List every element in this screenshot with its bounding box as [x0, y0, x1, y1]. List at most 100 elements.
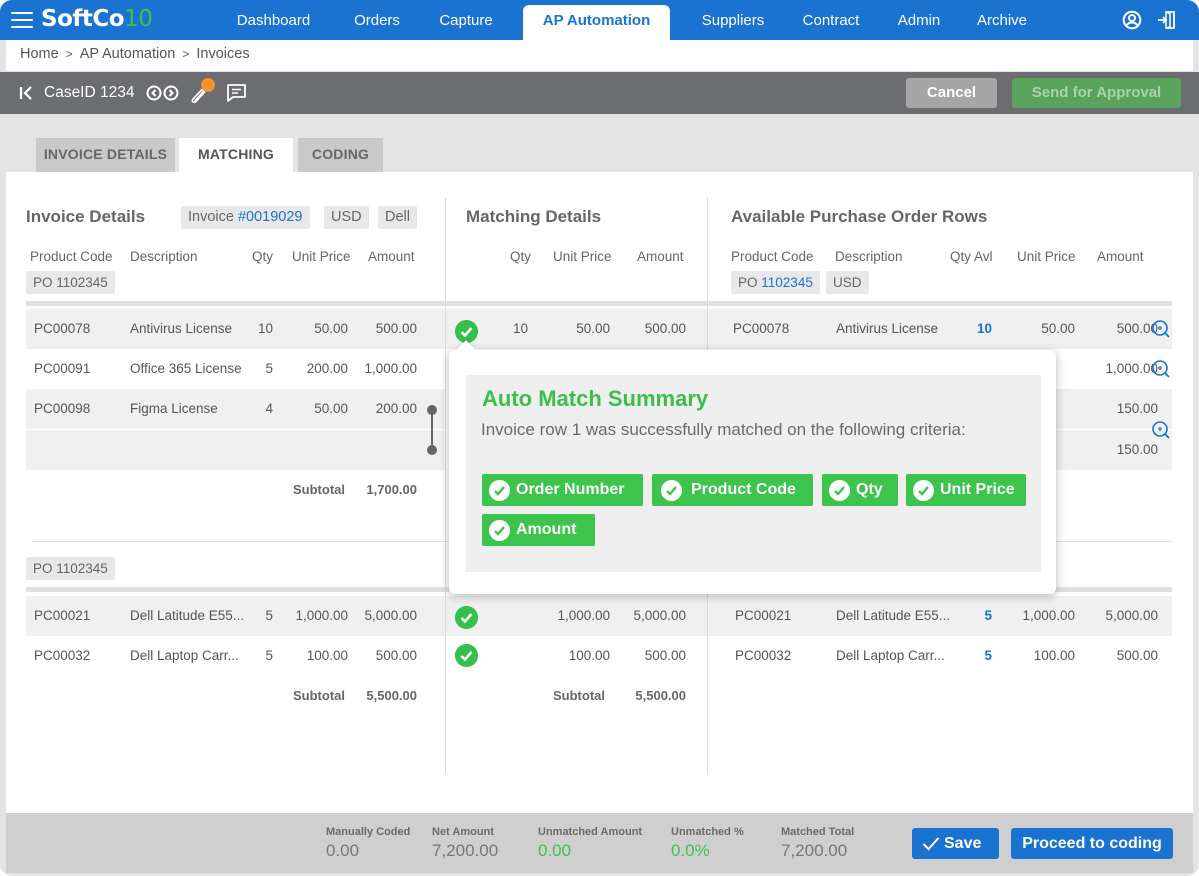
cell-amount: 150.00 — [1116, 442, 1158, 457]
zoom-in-icon[interactable] — [1151, 319, 1171, 339]
criteria-badge-order-number: Order Number — [482, 474, 643, 506]
cell-description: Antivirus License — [836, 321, 939, 336]
nav-suppliers[interactable]: Suppliers — [701, 12, 765, 29]
cell-amount: 500.00 — [644, 321, 686, 336]
send-for-approval-button[interactable]: Send for Approval — [1012, 78, 1181, 108]
cell-unit-price: 50.00 — [1041, 321, 1075, 336]
table-row[interactable]: PC00032 Dell Laptop Carr... 5 100.00 500… — [26, 636, 445, 676]
nav-ap-automation[interactable]: AP Automation — [523, 5, 670, 40]
cell-qty-avl[interactable]: 5 — [984, 648, 992, 663]
cell-product-code: PC00098 — [34, 401, 91, 416]
tab-matching[interactable]: MATCHING — [179, 138, 293, 172]
po-rows-title: Available Purchase Order Rows — [731, 207, 988, 226]
stat-unmatched-amount: 0.00 — [538, 841, 572, 860]
cell-amount: 500.00 — [644, 648, 686, 663]
po-number-pill: PO 1102345 — [731, 271, 820, 294]
nav-dashboard[interactable]: Dashboard — [236, 12, 311, 29]
stat-manually-coded: 0.00 — [326, 841, 360, 860]
cell-qty: 10 — [257, 321, 273, 336]
table-row[interactable]: PC00078 Antivirus License 10 50.00 500.0… — [26, 309, 445, 349]
row-link-handle[interactable] — [427, 445, 437, 455]
supplier-pill: Dell — [378, 206, 417, 229]
cancel-button[interactable]: Cancel — [906, 78, 997, 108]
save-button[interactable]: Save — [912, 828, 999, 859]
user-circle-icon[interactable] — [1122, 10, 1142, 30]
col-description: Description — [130, 249, 198, 264]
matching-row[interactable]: 100.00 500.00 — [446, 636, 707, 676]
cell-product-code: PC00021 — [34, 608, 91, 623]
tab-invoice-details[interactable]: INVOICE DETAILS — [36, 138, 175, 172]
col-po-product-code: Product Code — [731, 249, 814, 264]
matching-row[interactable]: 1,000.00 5,000.00 — [446, 596, 707, 636]
logo-version: 10 — [124, 6, 153, 32]
table-row[interactable]: PC00021 Dell Latitude E55... 5 1,000.00 … — [26, 596, 445, 636]
cell-qty-avl[interactable]: 10 — [976, 321, 992, 336]
criteria-label: Qty — [856, 481, 883, 498]
stat-net-amount: 7,200.00 — [432, 841, 499, 860]
cell-product-code: PC00021 — [735, 608, 792, 623]
attachment-badge — [201, 78, 215, 92]
nav-archive[interactable]: Archive — [976, 12, 1028, 29]
po-number-link[interactable]: 1102345 — [761, 275, 813, 290]
popover-title: Auto Match Summary — [482, 386, 709, 411]
po-row[interactable]: PC00078 Antivirus License 10 50.00 500.0… — [708, 309, 1172, 349]
col-match-amount: Amount — [637, 249, 684, 264]
table-row[interactable]: PC00091 Office 365 License 5 200.00 1,00… — [26, 349, 445, 389]
nav-contract[interactable]: Contract — [802, 12, 860, 29]
breadcrumb-home[interactable]: Home — [20, 46, 59, 62]
stat-label: Unmatched Amount — [538, 826, 643, 838]
criteria-badge-product-code: Product Code — [652, 474, 813, 506]
comment-icon[interactable] — [226, 83, 247, 103]
currency-pill: USD — [324, 206, 369, 229]
check-circle-icon — [489, 480, 510, 501]
logout-icon[interactable] — [1157, 10, 1177, 30]
invoice-number-link[interactable]: #0019029 — [237, 209, 303, 225]
zoom-in-icon[interactable] — [1151, 359, 1171, 379]
menu-icon[interactable] — [11, 11, 33, 29]
cell-description: Antivirus License — [130, 321, 233, 336]
nav-capture[interactable]: Capture — [439, 12, 493, 29]
stat-label: Matched Total — [781, 826, 855, 838]
criteria-badge-qty: Qty — [822, 474, 898, 506]
cell-qty-avl[interactable]: 5 — [984, 608, 992, 623]
next-icon[interactable] — [163, 85, 179, 101]
zoom-in-icon[interactable] — [1151, 420, 1171, 440]
po-row[interactable]: PC00021 Dell Latitude E55... 5 1,000.00 … — [708, 596, 1172, 636]
match-check-icon[interactable] — [455, 320, 478, 343]
table-separator — [26, 587, 445, 592]
cell-description: Dell Latitude E55... — [836, 608, 951, 623]
stat-label: Manually Coded — [326, 826, 411, 838]
nav-admin[interactable]: Admin — [897, 12, 941, 29]
row-link-handle[interactable] — [427, 405, 437, 415]
criteria-label: Unit Price — [940, 481, 1015, 498]
po-row[interactable]: PC00032 Dell Laptop Carr... 5 100.00 500… — [708, 636, 1172, 676]
table-row-empty[interactable] — [26, 430, 445, 470]
cell-product-code: PC00091 — [34, 361, 91, 376]
cell-amount: 1,000.00 — [364, 361, 417, 376]
matching-row[interactable]: 10 50.00 500.00 — [446, 309, 707, 349]
cell-description: Dell Latitude E55... — [130, 608, 245, 623]
col-po-qty-avl: Qty Avl — [950, 249, 993, 264]
logo[interactable]: SoftCo10 — [41, 6, 153, 32]
first-page-icon[interactable] — [19, 84, 35, 102]
cell-description: Dell Laptop Carr... — [130, 648, 239, 663]
match-check-icon[interactable] — [455, 644, 478, 667]
summary-footer: Manually Coded 0.00 Net Amount 7,200.00 … — [6, 813, 1193, 873]
cell-description: Dell Laptop Carr... — [836, 648, 945, 663]
cell-unit-price: 50.00 — [314, 401, 348, 416]
subtotal-label: Subtotal — [293, 688, 345, 703]
prev-icon[interactable] — [146, 85, 162, 101]
nav-orders[interactable]: Orders — [354, 12, 400, 29]
criteria-badge-unit-price: Unit Price — [906, 474, 1026, 506]
row-link-line — [431, 410, 433, 450]
breadcrumb-ap-automation[interactable]: AP Automation — [79, 46, 176, 62]
cell-unit-price: 100.00 — [306, 648, 348, 663]
table-row[interactable]: PC00098 Figma License 4 50.00 200.00 — [26, 389, 445, 429]
proceed-to-coding-button[interactable]: Proceed to coding — [1011, 828, 1173, 859]
match-check-icon[interactable] — [455, 606, 478, 629]
tab-coding[interactable]: CODING — [298, 138, 383, 172]
check-circle-icon — [913, 480, 934, 501]
po-row[interactable]: 1,000.00 — [708, 349, 1172, 389]
breadcrumb-separator: > — [182, 47, 190, 61]
case-id: CaseID 1234 — [44, 84, 135, 101]
